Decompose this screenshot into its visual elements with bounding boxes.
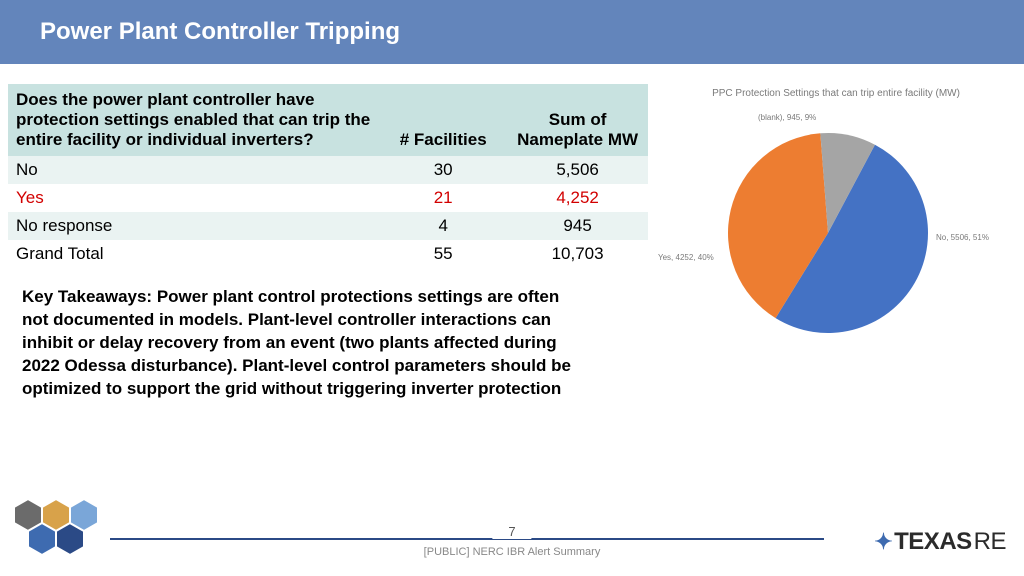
logo-main: TEXAS [894, 528, 972, 556]
right-column: PPC Protection Settings that can trip en… [658, 84, 1014, 401]
col-nameplate: Sum of Nameplate MW [507, 84, 648, 156]
hex-logo-icon [6, 495, 106, 564]
row-facilities: 30 [379, 156, 507, 184]
row-label: Yes [8, 184, 379, 212]
row-label: No response [8, 212, 379, 240]
logo-suffix: RE [974, 528, 1006, 556]
row-mw: 945 [507, 212, 648, 240]
content-area: Does the power plant controller have pro… [0, 64, 1024, 401]
pie-label: (blank), 945, 9% [758, 113, 816, 122]
left-column: Does the power plant controller have pro… [8, 84, 648, 401]
footer-rule [110, 538, 824, 540]
footer-subtitle: [PUBLIC] NERC IBR Alert Summary [424, 546, 601, 558]
row-label: Grand Total [8, 240, 379, 268]
row-facilities: 55 [379, 240, 507, 268]
row-facilities: 21 [379, 184, 507, 212]
table-row: Yes214,252 [8, 184, 648, 212]
data-table: Does the power plant controller have pro… [8, 84, 648, 268]
row-mw: 5,506 [507, 156, 648, 184]
table-row: Grand Total5510,703 [8, 240, 648, 268]
col-question: Does the power plant controller have pro… [8, 84, 379, 156]
star-icon: ✦ [874, 529, 892, 555]
slide-title: Power Plant Controller Tripping [0, 0, 1024, 64]
texas-re-logo: ✦ TEXAS RE [874, 528, 1006, 556]
key-takeaways: Key Takeaways: Power plant control prote… [8, 268, 608, 401]
row-mw: 4,252 [507, 184, 648, 212]
table-row: No response4945 [8, 212, 648, 240]
pie-chart: No, 5506, 51%Yes, 4252, 40%(blank), 945,… [658, 103, 978, 343]
row-mw: 10,703 [507, 240, 648, 268]
row-facilities: 4 [379, 212, 507, 240]
footer: 7 [PUBLIC] NERC IBR Alert Summary ✦ TEXA… [0, 508, 1024, 568]
pie-label: Yes, 4252, 40% [658, 253, 714, 262]
page-number: 7 [492, 524, 531, 539]
row-label: No [8, 156, 379, 184]
pie-label: No, 5506, 51% [936, 233, 989, 242]
chart-title: PPC Protection Settings that can trip en… [658, 88, 1014, 99]
col-facilities: # Facilities [379, 84, 507, 156]
table-row: No305,506 [8, 156, 648, 184]
